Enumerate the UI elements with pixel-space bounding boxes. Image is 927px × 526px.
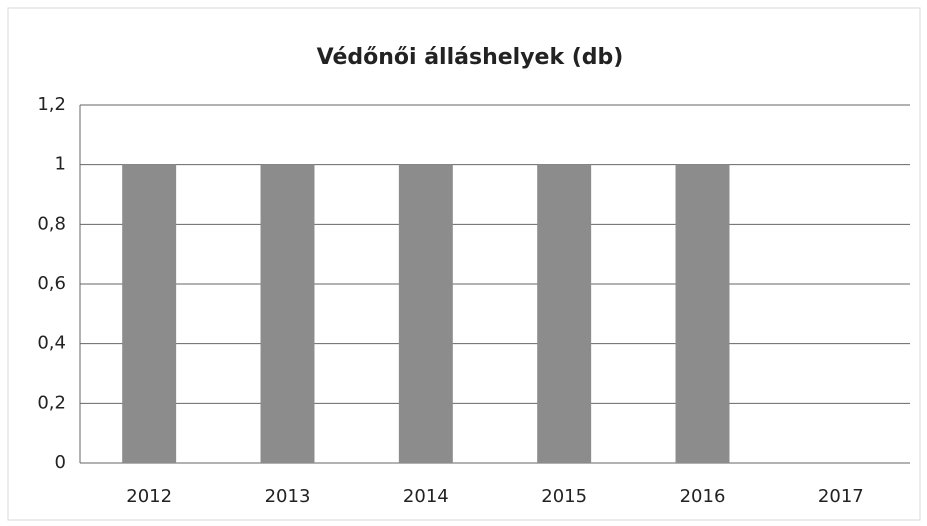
y-tick-label: 0,4 <box>37 333 66 354</box>
x-tick-label: 2017 <box>818 486 864 507</box>
x-tick-label: 2014 <box>403 486 449 507</box>
y-tick-label: 1,2 <box>37 94 66 115</box>
chart-border <box>7 7 921 521</box>
bar <box>675 164 730 463</box>
y-tick-label: 0,8 <box>37 213 66 234</box>
y-tick-label: 0,2 <box>37 392 66 413</box>
y-tick-label: 0,6 <box>37 273 66 294</box>
bar <box>537 164 592 463</box>
bar <box>122 164 177 463</box>
y-tick-label: 1 <box>55 154 66 175</box>
x-tick-label: 2016 <box>680 486 726 507</box>
y-tick-label: 0 <box>55 452 66 473</box>
x-tick-label: 2015 <box>541 486 587 507</box>
x-tick-label: 2013 <box>265 486 311 507</box>
bar <box>398 164 453 463</box>
chart-title: Védőnői álláshelyek (db) <box>317 45 624 70</box>
x-tick-label: 2012 <box>126 486 172 507</box>
bar <box>260 164 315 463</box>
